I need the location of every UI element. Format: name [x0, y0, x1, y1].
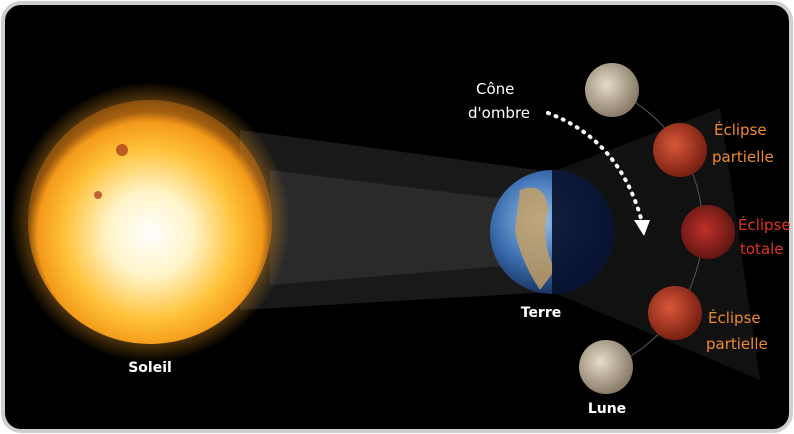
label: totale [740, 240, 784, 258]
label: partielle [712, 148, 774, 166]
label: Éclipse [708, 308, 761, 327]
sun [28, 100, 272, 344]
moon-partial [648, 286, 702, 340]
sunspot [94, 191, 102, 199]
label: Éclipse [714, 120, 767, 139]
label: Terre [521, 305, 562, 321]
moon [585, 63, 639, 117]
label: Lune [588, 401, 626, 417]
label: d'ombre [468, 104, 530, 122]
moon-partial [653, 123, 707, 177]
label: partielle [706, 335, 768, 353]
diagram: Cône d'ombre Éclipse partielle Éclipse t… [0, 0, 794, 434]
sunspot [116, 144, 128, 156]
moon [579, 340, 633, 394]
label: Éclipse [738, 215, 791, 234]
label: Soleil [128, 360, 172, 376]
page: Cône d'ombre Éclipse partielle Éclipse t… [0, 0, 794, 434]
moon-total [681, 205, 735, 259]
label: Cône [476, 80, 514, 98]
